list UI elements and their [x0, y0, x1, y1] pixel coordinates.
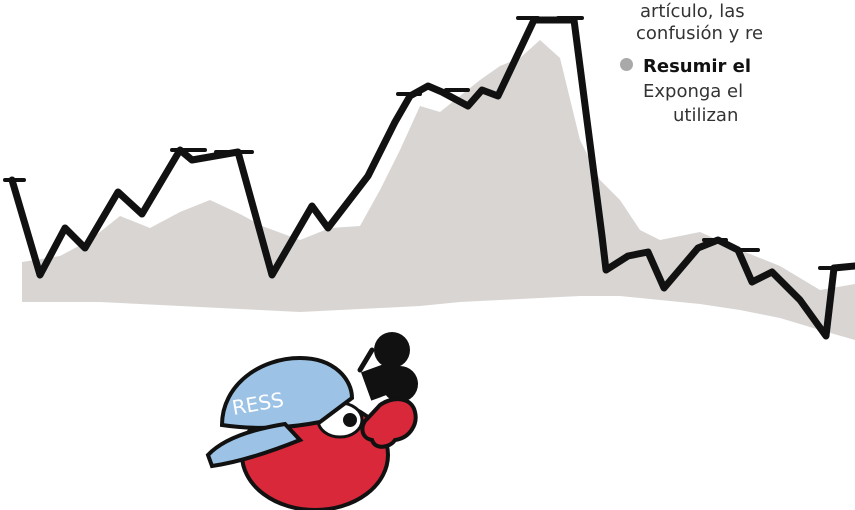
- bullet-title: Resumir el: [643, 56, 752, 77]
- stock-line: [8, 16, 855, 340]
- cap-brim: [205, 421, 304, 469]
- bullet-dot-icon: [620, 58, 633, 71]
- text-line: artículo, las: [640, 1, 745, 22]
- press-character: RESS: [205, 332, 418, 510]
- text-line: confusión y re: [636, 23, 764, 44]
- gray-mountain-shape: [22, 40, 855, 340]
- text-line: utilizan: [673, 105, 739, 126]
- bullet-item: Resumir el: [620, 55, 751, 79]
- text-line: Exponga el: [643, 81, 744, 102]
- peak-ticks: [3, 16, 848, 270]
- binoculars: [357, 332, 418, 402]
- character-hand: [360, 397, 418, 449]
